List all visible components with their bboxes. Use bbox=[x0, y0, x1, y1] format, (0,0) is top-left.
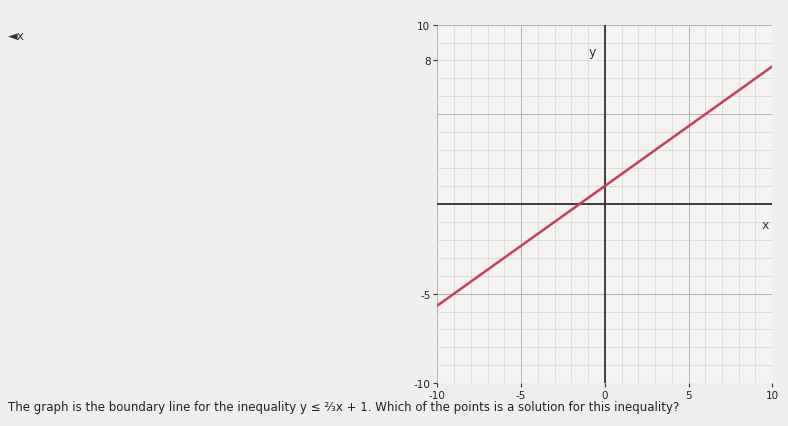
Text: The graph is the boundary line for the inequality y ≤ ²⁄₃x + 1. Which of the poi: The graph is the boundary line for the i… bbox=[8, 400, 679, 413]
Text: y: y bbox=[589, 46, 597, 59]
Text: ◄x: ◄x bbox=[8, 30, 25, 43]
Text: x: x bbox=[762, 219, 769, 232]
